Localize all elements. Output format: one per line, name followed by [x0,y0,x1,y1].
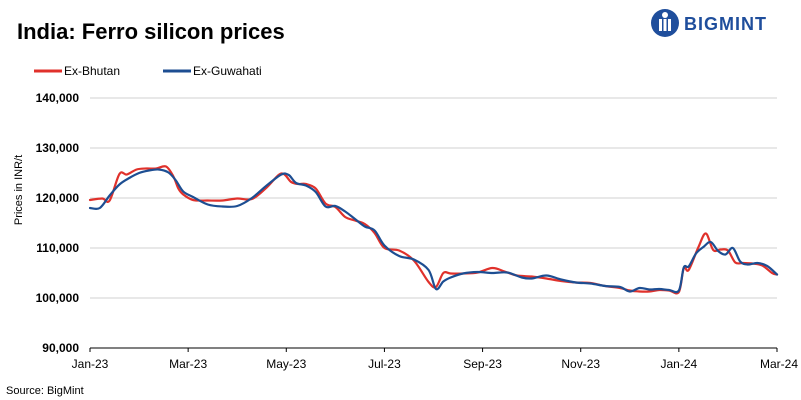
y-tick-label: 130,000 [36,141,80,155]
series-line-ex-bhutan [88,165,779,295]
y-tick-label: 110,000 [36,241,79,255]
y-tick-label: 100,000 [36,291,80,305]
source-note: Source: BigMint [6,385,84,397]
x-tick-label: Mar-23 [169,357,207,371]
y-axis-ticks: 90,000 100,000 110,000 120,000 130,000 140,00… [36,91,80,355]
x-tick-label: Nov-23 [561,357,600,371]
y-axis-label: Prices in INR/t [13,155,25,225]
legend: Ex-Bhutan Ex-Guwahati [34,64,262,78]
x-tick-label: May-23 [266,357,306,371]
brand-name: BIGMINT [684,14,767,34]
series-line-ex-guwahati [88,168,779,294]
x-tick-label: Sep-23 [463,357,502,371]
y-tick-label: 120,000 [36,191,80,205]
x-tick-label: Mar-24 [760,357,798,371]
x-tick-label: Jan-23 [72,357,109,371]
y-tick-label: 140,000 [36,91,80,105]
gridlines [90,97,777,349]
y-tick-label: 90,000 [42,341,79,355]
x-tick-label: Jan-24 [661,357,698,371]
x-tick-label: Jul-23 [368,357,401,371]
bigmint-logo: BIGMINT [651,9,767,37]
chart-title: India: Ferro silicon prices [17,19,285,44]
series-lines [88,165,779,295]
x-axis-ticks: Jan-23 Mar-23 May-23 Jul-23 Sep-23 Nov-23 Jan-… [72,348,798,371]
legend-label-ex-guwahati: Ex-Guwahati [193,64,262,78]
legend-label-ex-bhutan: Ex-Bhutan [64,64,120,78]
